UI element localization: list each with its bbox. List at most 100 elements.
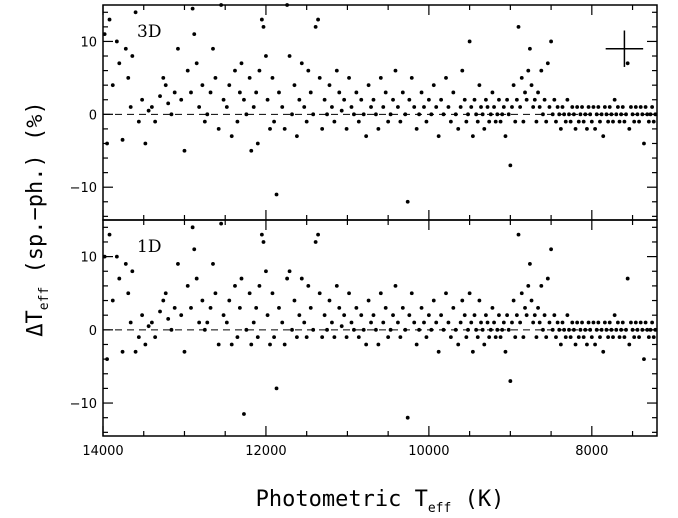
data-point [578,112,583,117]
data-point [386,119,391,124]
data-point [523,305,527,310]
data-point [521,335,526,340]
data-point [376,342,381,347]
data-point [332,119,337,124]
data-point [107,232,112,237]
data-point [482,126,487,131]
data-point [591,320,596,325]
data-point [638,105,643,109]
data-point [505,97,509,102]
data-point [257,68,262,73]
data-point [581,335,586,340]
data-point [514,97,519,102]
data-point [555,320,560,325]
y-axis-title-rest: (sp.−ph.) (%) [23,101,48,286]
data-point [500,327,505,332]
data-point [354,305,359,310]
data-point [114,39,119,44]
data-point [172,305,177,310]
data-point [182,349,187,354]
data-point [282,342,287,347]
data-point [295,134,299,139]
data-point [185,68,190,73]
data-point [466,327,470,332]
data-point [493,335,498,340]
data-point [347,75,351,80]
data-point [591,105,596,109]
data-point [586,320,591,325]
data-point [422,320,426,325]
data-point [528,46,532,51]
data-point [513,335,518,340]
data-point [493,119,498,124]
data-point [514,313,519,318]
x-tick-label: 8000 [575,444,608,459]
data-point [229,134,234,139]
data-point [456,126,461,131]
data-point [488,112,493,117]
data-point [322,313,327,318]
data-point [229,342,234,347]
x-tick-label: 10000 [408,444,449,459]
data-point [439,97,444,102]
data-point [163,291,168,296]
y-axis-title: ΔTeff (sp.−ph.) (%) [23,101,52,336]
data-point [460,68,465,73]
data-point [472,97,477,102]
data-point [208,90,213,95]
data-point [580,320,584,325]
data-point [233,283,237,288]
data-point [492,105,496,109]
data-point [458,320,463,325]
data-point [617,335,622,340]
data-point [487,119,492,124]
data-point [573,126,578,131]
data-point [422,105,426,109]
data-point [202,119,207,124]
data-point [467,39,472,44]
data-point [444,75,448,80]
data-point [552,313,557,318]
data-point [648,327,653,332]
data-point [570,320,575,325]
data-point [518,105,523,109]
data-point [565,97,570,102]
data-point [429,327,434,332]
data-point [451,305,456,310]
data-point [369,105,373,109]
data-point [470,349,475,354]
data-point [625,276,630,281]
data-point [219,3,224,7]
data-point [110,83,115,88]
data-point [653,327,658,332]
data-point [221,313,226,318]
data-point [356,119,361,124]
data-point [317,75,322,80]
data-point [536,305,540,310]
data-point [270,75,275,80]
data-point [270,291,275,296]
data-point [313,240,318,244]
data-point [356,335,361,340]
data-point [624,327,628,332]
data-point [374,327,378,332]
data-point [633,105,638,109]
data-point [630,327,635,332]
data-point [620,105,625,109]
data-point [429,112,434,117]
data-point [349,320,354,325]
data-point [650,105,655,109]
data-point [640,112,645,117]
data-point [403,112,408,117]
data-point [128,105,133,109]
data-point [268,342,272,347]
data-point [297,97,302,102]
data-point [254,305,259,310]
data-point [593,342,597,347]
data-point [611,119,615,124]
data-point [539,283,544,288]
data-point [456,342,461,347]
data-point [601,134,606,139]
data-point [651,335,656,340]
data-point [562,327,567,332]
